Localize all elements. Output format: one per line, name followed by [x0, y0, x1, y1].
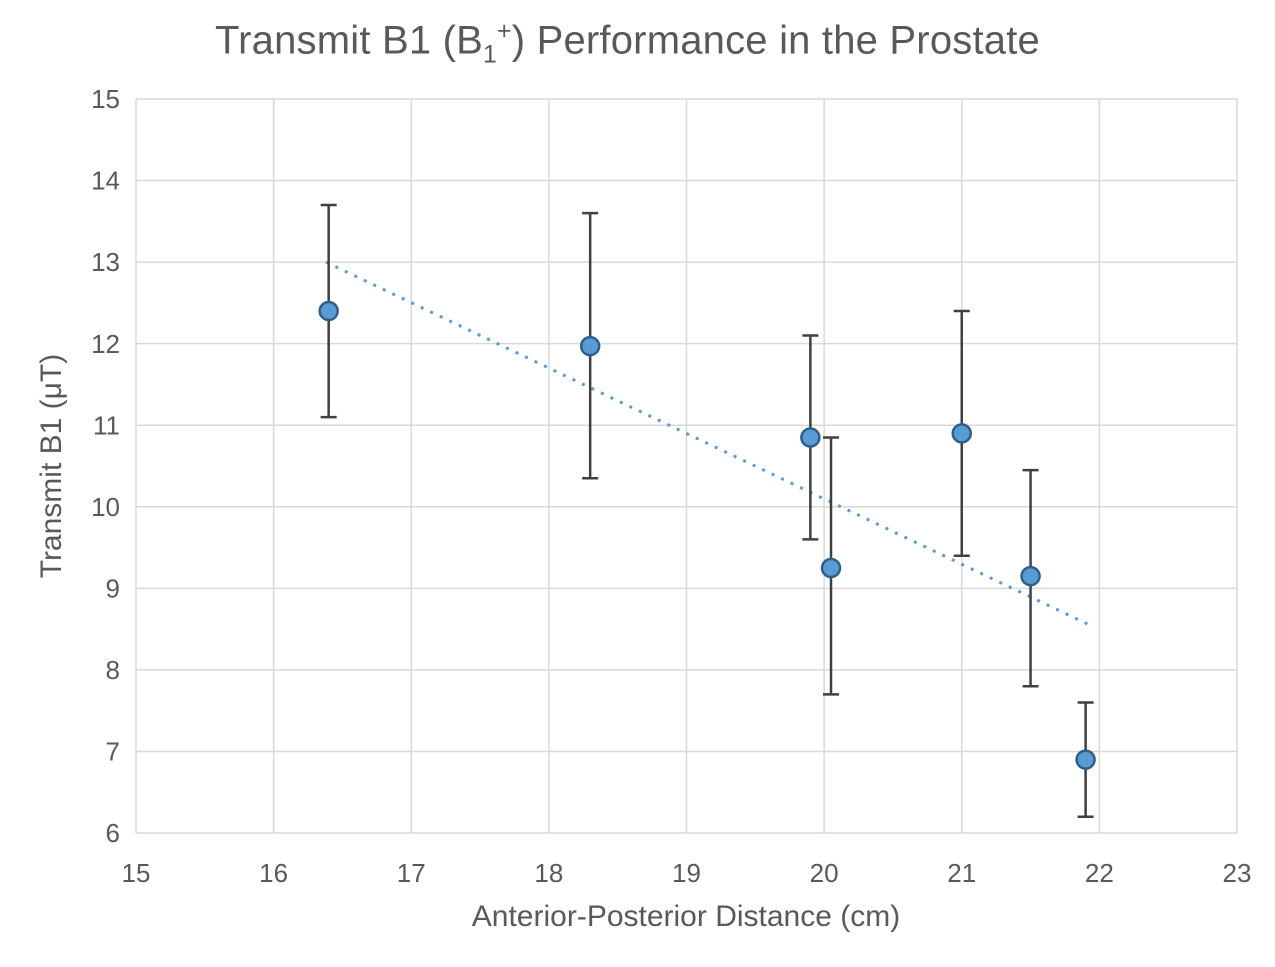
data-point-marker [318, 300, 339, 322]
data-point-marker [1075, 749, 1096, 770]
chart-title-text-2: ) Performance in the Prostate [511, 18, 1040, 63]
x-tick-label: 17 [397, 858, 426, 888]
y-tick-label: 15 [91, 84, 120, 114]
data-point-marker [951, 423, 972, 444]
chart-title-text-1: Transmit B1 (B [215, 18, 484, 63]
x-tick-label: 22 [1085, 858, 1114, 888]
x-tick-label: 18 [534, 858, 563, 888]
chart-title-superscript: + [497, 18, 512, 45]
y-axis-title: Transmit B1 (μT) [35, 353, 68, 579]
chart-title: Transmit B1 (B1+) Performance in the Pro… [0, 18, 1255, 69]
x-tick-label: 15 [122, 858, 151, 888]
data-point-marker [800, 427, 821, 448]
x-tick-label: 19 [672, 858, 701, 888]
y-tick-label: 13 [91, 247, 120, 277]
data-point-marker [1020, 565, 1041, 587]
x-tick-label: 16 [259, 858, 288, 888]
y-tick-label: 10 [91, 492, 120, 522]
x-tick-label: 20 [810, 858, 839, 888]
data-point-marker [579, 335, 601, 357]
y-tick-label: 11 [93, 410, 120, 440]
chart-title-subscript: 1 [483, 41, 498, 69]
y-tick-label: 9 [106, 573, 120, 603]
x-tick-label: 23 [1223, 858, 1252, 888]
x-axis-title: Anterior-Posterior Distance (cm) [471, 900, 901, 933]
trendline [325, 260, 1091, 627]
y-tick-label: 8 [106, 655, 120, 685]
y-tick-label: 6 [106, 818, 120, 848]
data-point-marker [820, 557, 842, 579]
y-tick-label: 12 [91, 329, 120, 359]
y-tick-label: 7 [106, 737, 120, 767]
x-tick-label: 21 [947, 858, 976, 888]
y-tick-label: 14 [91, 166, 120, 196]
